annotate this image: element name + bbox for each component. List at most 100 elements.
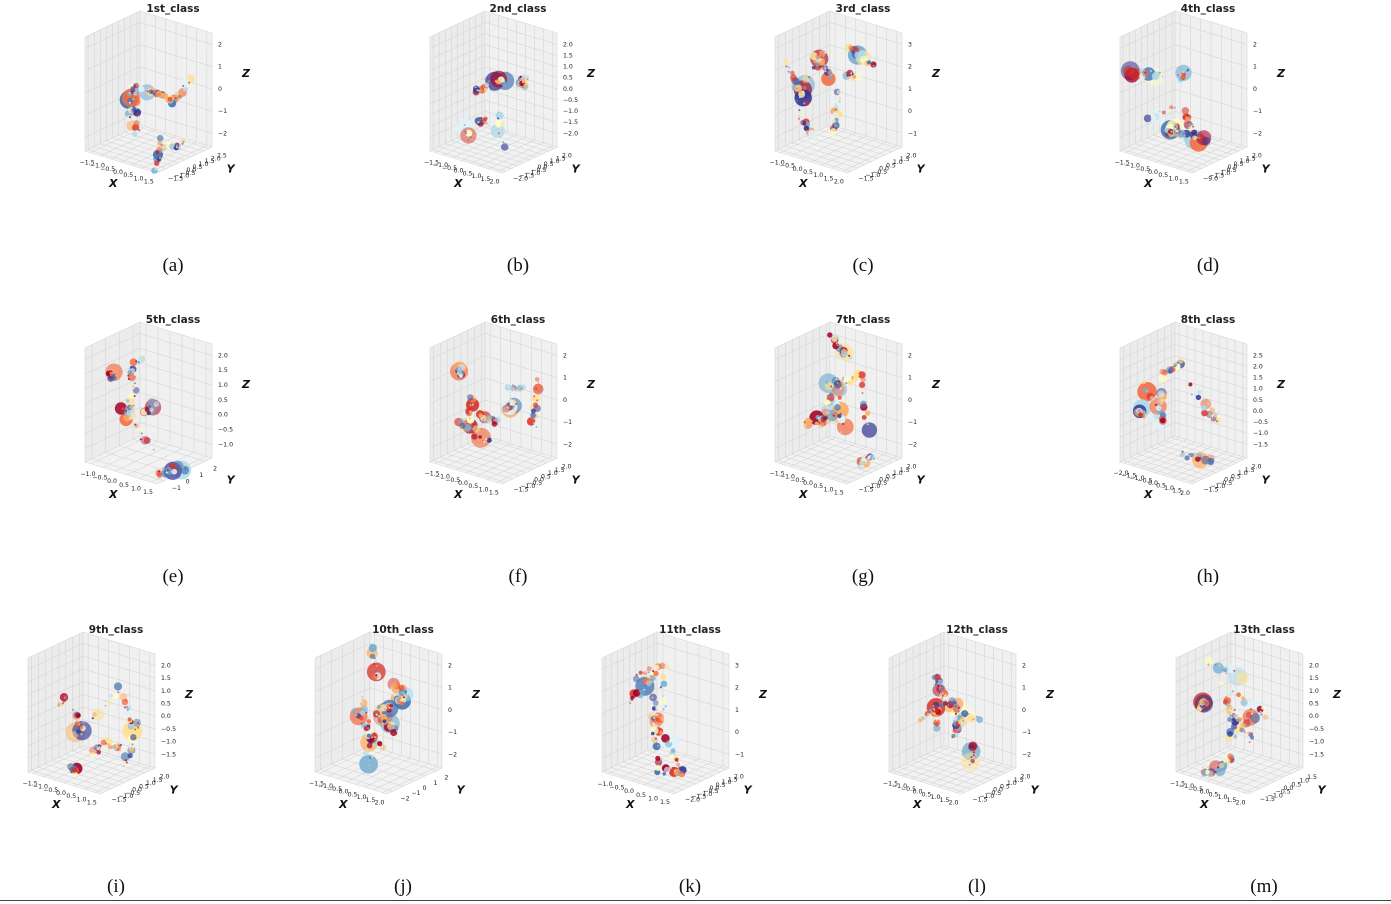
x-tick-label: 1.5 bbox=[366, 797, 376, 804]
scatter-point bbox=[1168, 131, 1171, 134]
scatter-point bbox=[845, 382, 848, 385]
x-tick-label: 0.0 bbox=[624, 788, 634, 795]
scatter-point bbox=[1160, 398, 1165, 403]
scatter-point bbox=[800, 116, 803, 119]
scatter-point bbox=[147, 398, 156, 407]
scatter-point bbox=[673, 754, 679, 759]
y-tick-label: 1.0 bbox=[893, 159, 903, 166]
scatter-point bbox=[820, 56, 823, 59]
x-tick-label: −0.5 bbox=[1135, 166, 1150, 173]
scatter-point bbox=[130, 734, 137, 741]
scatter-point bbox=[662, 708, 665, 711]
scatter-point bbox=[369, 723, 372, 726]
scatter-point bbox=[1138, 409, 1141, 412]
scatter-point bbox=[833, 380, 842, 389]
y-tick-label: −1.5 bbox=[1260, 796, 1275, 803]
x-tick-label: −2.0 bbox=[1113, 470, 1128, 477]
scatter-point bbox=[182, 140, 185, 143]
scatter-point bbox=[125, 399, 130, 403]
scatter-point bbox=[383, 708, 386, 711]
scatter-point bbox=[1225, 672, 1228, 675]
scatter-point bbox=[1141, 411, 1144, 414]
scatter-point bbox=[837, 413, 842, 419]
scatter3d-axes: −1.5−1.0−0.50.0 0.5 1.0 1.5 −1.5−1.0−0.50.00… bbox=[770, 321, 941, 501]
scatter-point bbox=[941, 697, 944, 700]
scatter-point bbox=[126, 411, 131, 417]
subplot-caption: (c) bbox=[852, 255, 874, 276]
z-axis-label: Z bbox=[471, 688, 481, 701]
scatter-point bbox=[1250, 735, 1254, 740]
y-tick-label: −0.5 bbox=[1221, 167, 1236, 174]
scatter-point bbox=[487, 418, 492, 424]
scatter-point bbox=[498, 82, 501, 85]
scatter-point bbox=[1137, 410, 1140, 413]
x-axis-label: X bbox=[51, 798, 61, 811]
scatter-point bbox=[486, 82, 489, 84]
scatter-point bbox=[129, 358, 138, 366]
scatter-point bbox=[1161, 110, 1166, 115]
scatter-point bbox=[824, 67, 827, 70]
scatter-point bbox=[477, 121, 480, 124]
scatter-point bbox=[469, 395, 477, 403]
z-tick-label: 2 bbox=[218, 41, 222, 48]
y-axis-label: Y bbox=[227, 473, 236, 486]
scatter-point bbox=[652, 742, 661, 751]
x-tick-label: −1.0 bbox=[892, 783, 907, 790]
z-tick-label: −0.5 bbox=[161, 726, 176, 733]
y-tick-label: 1.0 bbox=[146, 780, 156, 787]
scatter-point bbox=[130, 126, 133, 129]
z-tick-label: 0 bbox=[1022, 707, 1026, 714]
back-pane-right bbox=[139, 321, 213, 459]
x-axis-label: X bbox=[1199, 798, 1209, 811]
scatter-point bbox=[480, 119, 483, 122]
scatter-point bbox=[860, 377, 866, 383]
scatter-point bbox=[670, 748, 676, 753]
scatter-point bbox=[631, 699, 633, 701]
y-tick-label: 1.0 bbox=[1007, 780, 1017, 787]
scatter-point bbox=[128, 416, 133, 421]
scatter-point bbox=[65, 696, 68, 699]
x-tick-label: −1.0 bbox=[80, 471, 95, 478]
scatter-point bbox=[1183, 134, 1186, 137]
scatter-point bbox=[146, 411, 151, 416]
scatter-point bbox=[646, 666, 652, 672]
scatter-point bbox=[405, 695, 407, 698]
scatter-point bbox=[954, 707, 959, 712]
scatter-point bbox=[1158, 373, 1168, 383]
point-cloud bbox=[917, 673, 983, 772]
scatter-point bbox=[841, 352, 847, 358]
scatter-point bbox=[115, 374, 117, 377]
y-tick-label: −0.5 bbox=[527, 480, 542, 487]
scatter-point bbox=[1217, 766, 1220, 769]
scatter-point bbox=[869, 458, 872, 461]
scatter-point bbox=[500, 121, 505, 126]
x-axis-label: X bbox=[1143, 177, 1153, 190]
scatter-point bbox=[465, 407, 473, 415]
scatter-point bbox=[1224, 696, 1227, 698]
scatter-point bbox=[127, 378, 130, 380]
scatter-point bbox=[1179, 131, 1182, 133]
page-bottom-rule bbox=[0, 900, 1391, 901]
scatter-point bbox=[377, 664, 380, 667]
scatter-point bbox=[961, 710, 969, 718]
scatter-point bbox=[974, 756, 977, 759]
scatter-point bbox=[932, 704, 935, 707]
x-tick-label: 1.0 bbox=[134, 175, 144, 182]
scatter-point bbox=[935, 718, 938, 721]
scatter-point bbox=[1230, 707, 1233, 710]
scatter-point bbox=[653, 716, 656, 719]
z-axis-label: Z bbox=[586, 378, 596, 391]
scatter-point bbox=[822, 68, 825, 70]
x-tick-label: −1.5 bbox=[425, 471, 440, 478]
scatter-point bbox=[506, 406, 509, 409]
y-tick-label: 0.0 bbox=[534, 477, 544, 484]
y-tick-label: 1.0 bbox=[548, 470, 558, 477]
y-tick-label: 1.5 bbox=[1307, 774, 1317, 781]
x-tick-label: −0.5 bbox=[790, 477, 805, 484]
scatter-point bbox=[937, 684, 940, 687]
scatter-point bbox=[130, 86, 136, 92]
scatter-point bbox=[465, 132, 468, 135]
scatter-point bbox=[1213, 414, 1216, 417]
scatter-point bbox=[1204, 400, 1207, 403]
scatter-point bbox=[476, 89, 479, 92]
